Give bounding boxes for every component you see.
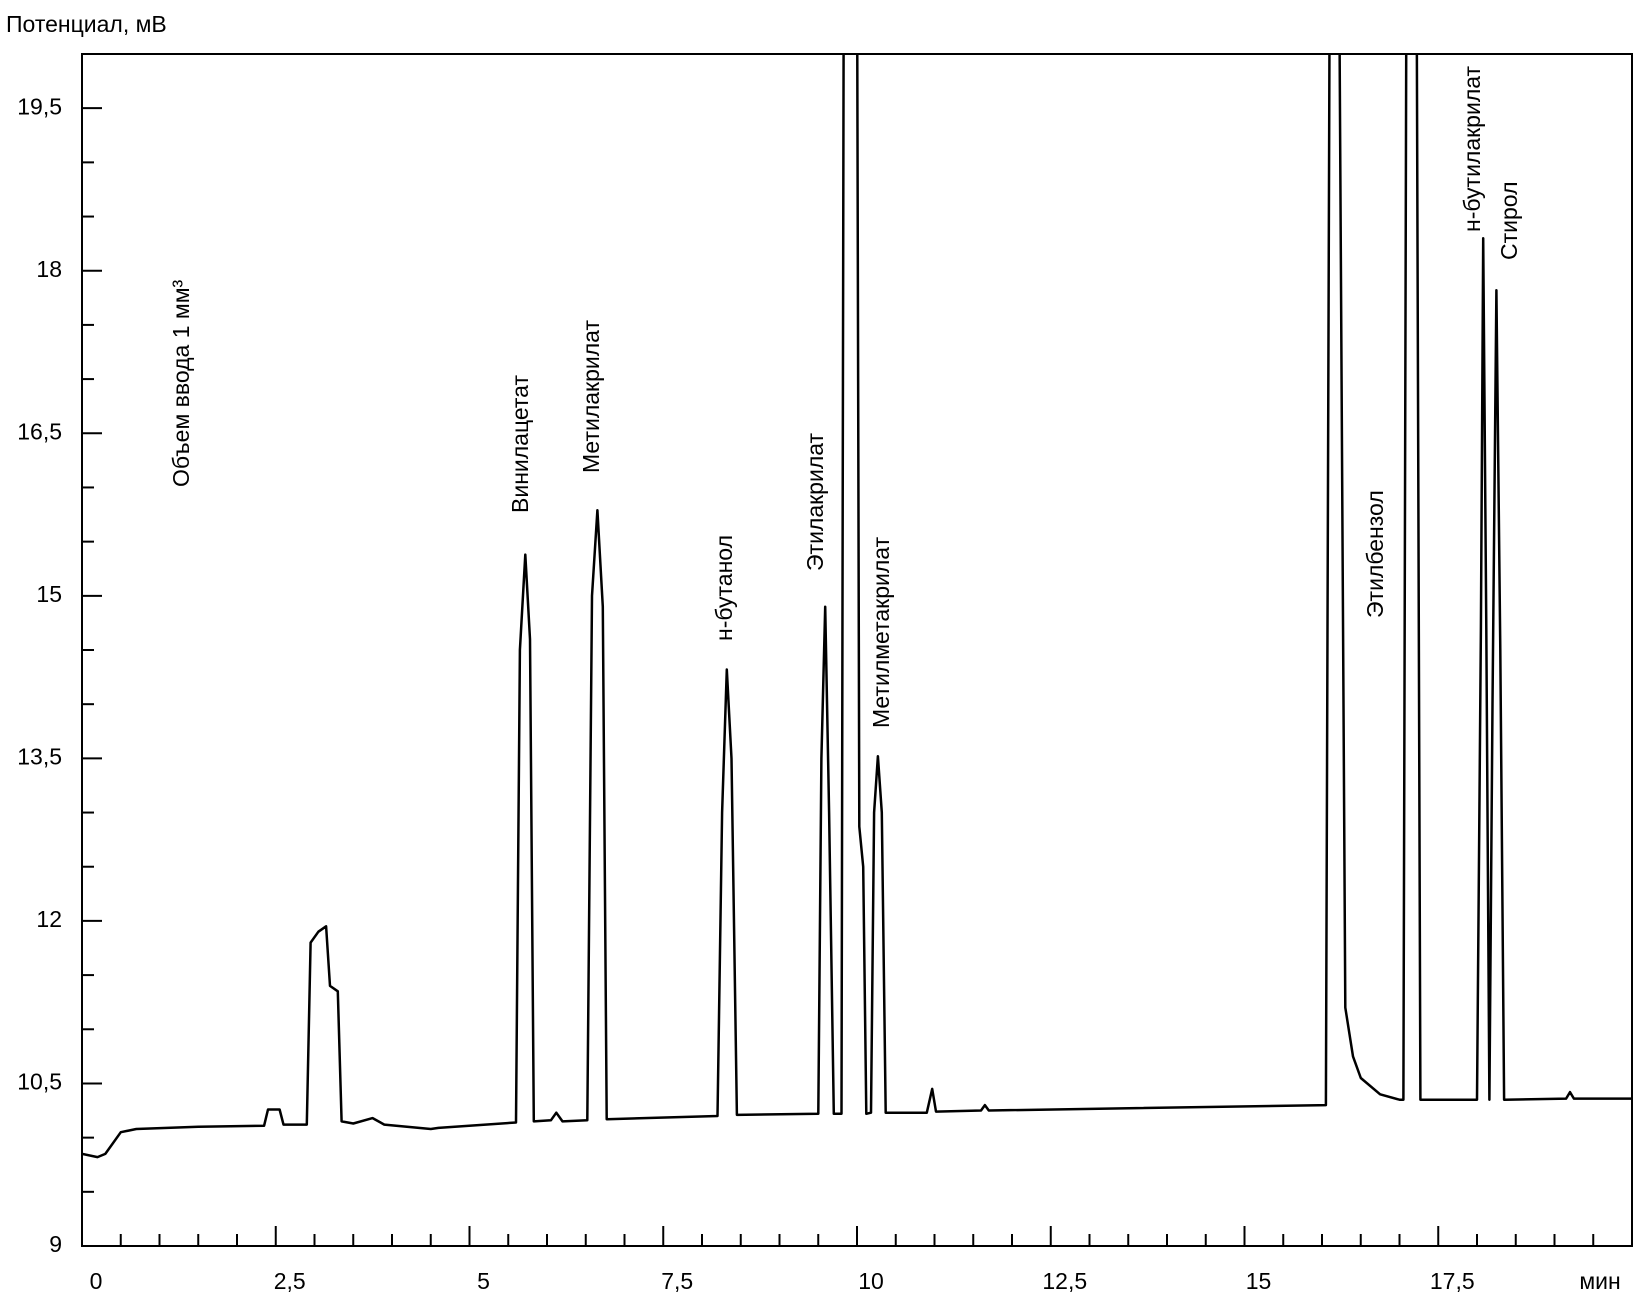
chromatogram-line bbox=[82, 54, 1632, 1159]
x-tick-label: 10 bbox=[858, 1268, 884, 1294]
y-tick-label: 18 bbox=[36, 256, 62, 282]
y-tick-label: 12 bbox=[36, 906, 62, 932]
y-tick-label: 15 bbox=[36, 581, 62, 607]
y-tick-label: 10,5 bbox=[17, 1069, 62, 1095]
y-axis-label: Потенциал, мВ bbox=[6, 11, 167, 37]
peak-label: Этилбензол bbox=[1362, 490, 1388, 618]
y-tick-label: 16,5 bbox=[17, 418, 62, 444]
y-tick-label: 9 bbox=[49, 1231, 62, 1257]
x-tick-label: 12,5 bbox=[1042, 1268, 1087, 1294]
x-tick-label: 7,5 bbox=[661, 1268, 693, 1294]
peak-label: Этилакрилат bbox=[802, 432, 828, 571]
x-tick-label: 2,5 bbox=[274, 1268, 306, 1294]
peak-label: Объем ввода 1 мм³ bbox=[168, 279, 194, 487]
peak-label: Метилметакрилат bbox=[868, 536, 894, 728]
y-tick-label: 13,5 bbox=[17, 743, 62, 769]
x-tick-label: 17,5 bbox=[1430, 1268, 1475, 1294]
peak-label: н-бутанол bbox=[711, 535, 737, 641]
x-tick-label: 0 bbox=[90, 1268, 103, 1294]
peak-label: Винилацетат bbox=[507, 375, 533, 513]
peak-label: Стирол bbox=[1496, 182, 1522, 261]
y-tick-label: 19,5 bbox=[17, 93, 62, 119]
x-axis-label: мин bbox=[1579, 1268, 1620, 1294]
peak-label: н-бутилакрилат bbox=[1459, 65, 1485, 232]
x-tick-label: 5 bbox=[477, 1268, 490, 1294]
x-tick-label: 15 bbox=[1246, 1268, 1272, 1294]
peak-label: Метилакрилат bbox=[578, 320, 604, 473]
